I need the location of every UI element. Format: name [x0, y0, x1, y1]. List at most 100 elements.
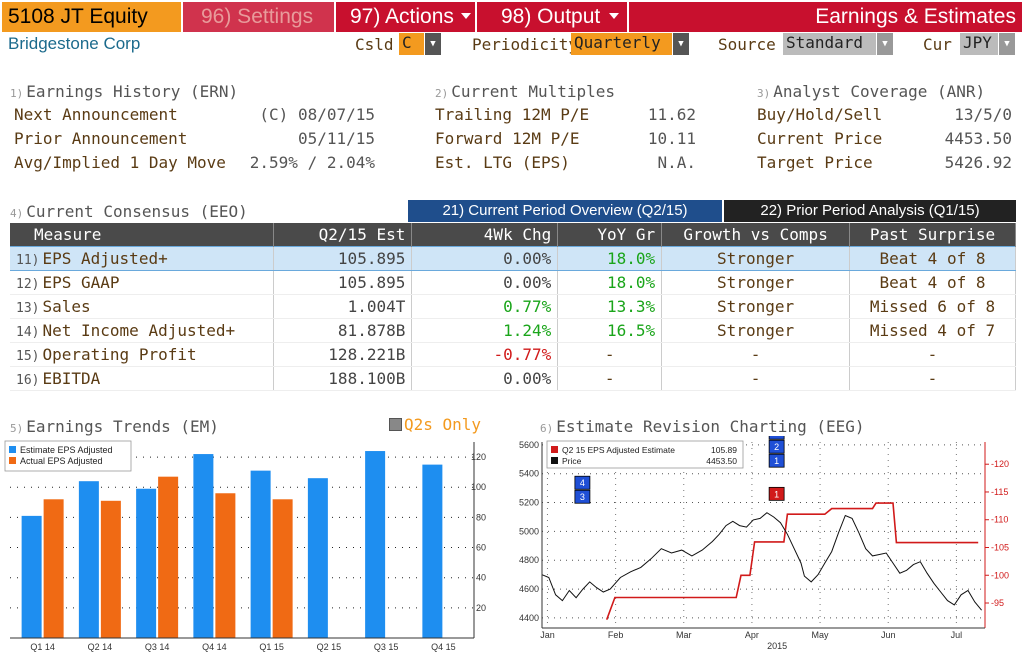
x-tick-label: Mar	[676, 630, 692, 640]
table-row[interactable]: 15) Operating Profit 128.221B -0.77% - - -	[10, 342, 1016, 367]
chg-cell: 0.77%	[411, 294, 559, 319]
actual-bar[interactable]	[158, 476, 179, 638]
table-row[interactable]: 16) EBITDA 188.100B 0.00% - - -	[10, 366, 1016, 391]
event-marker[interactable]	[574, 475, 591, 490]
estimate-bar[interactable]	[250, 470, 271, 638]
earnings-trends-chart: 20 40 60 80 100 120 Q1 14 Q2 14 Q3 14 Q4 14 Q1 15 Q…	[4, 440, 486, 652]
x-tick-label: Jan	[540, 630, 555, 640]
ticker-box[interactable]: 5108 JT Equity	[2, 2, 181, 32]
earnings-history-header[interactable]: 1) Earnings History (ERN)	[10, 82, 238, 101]
event-marker-label: 1	[774, 489, 779, 499]
y-tick-label: 100	[471, 482, 486, 492]
estimate-bar[interactable]	[78, 481, 99, 638]
event-marker[interactable]	[768, 486, 785, 501]
settings-menu[interactable]: 96) Settings	[183, 2, 334, 32]
estimate-bar[interactable]	[21, 515, 42, 638]
y-right-tick-label: -115	[991, 487, 1008, 497]
actual-bar[interactable]	[100, 500, 121, 638]
estimate-bar[interactable]	[422, 464, 443, 638]
y-tick-label: 60	[476, 543, 486, 553]
tab-prior-period[interactable]: 22) Prior Period Analysis (Q1/15)	[724, 200, 1016, 222]
event-marker-label: 3	[580, 492, 585, 502]
consensus-header[interactable]: 4) Current Consensus (EEO)	[10, 202, 248, 221]
section-title: Current Consensus (EEO)	[26, 202, 248, 221]
estimate-bar[interactable]	[365, 451, 386, 638]
y-right-tick-label: -120	[991, 459, 1009, 469]
section-title: Estimate Revision Charting (EEG)	[556, 417, 865, 436]
periodicity-dropdown[interactable]: Quarterly	[571, 33, 672, 55]
table-row[interactable]: 14) Net Income Adjusted+ 81.878B 1.24% 16.5%…	[10, 318, 1016, 343]
y-right-tick-label: -95	[991, 598, 1004, 608]
chevron-down-icon[interactable]: ▼	[999, 33, 1015, 55]
yoy-cell: 18.0%	[557, 270, 663, 295]
currency-dropdown[interactable]: JPY	[960, 33, 998, 55]
x-tick-label: Feb	[608, 630, 624, 640]
company-name: Bridgestone Corp	[8, 34, 141, 53]
y-tick-label: 40	[476, 573, 486, 583]
actual-bar[interactable]	[215, 493, 236, 638]
ticker-label: 5108 JT Equity	[8, 5, 148, 28]
table-row[interactable]: 12) EPS GAAP 105.895 0.00% 18.0% Stronger Beat…	[10, 270, 1016, 295]
yoy-cell: 13.3%	[557, 294, 663, 319]
column-header[interactable]: Measure	[10, 223, 275, 246]
measure-cell: 14) Net Income Adjusted+	[10, 318, 275, 343]
event-marker[interactable]	[768, 436, 785, 440]
chevron-down-icon[interactable]: ▼	[425, 33, 441, 55]
column-header[interactable]: 4Wk Chg	[411, 223, 559, 246]
analyst-coverage-value: 13/5/0	[954, 105, 1012, 124]
actual-bar[interactable]	[272, 499, 293, 638]
actions-menu[interactable]: 97) Actions	[336, 2, 475, 32]
source-dropdown[interactable]: Standard	[783, 33, 876, 55]
row-number: 11)	[16, 252, 40, 268]
yoy-cell: -	[557, 366, 663, 391]
event-marker[interactable]	[574, 489, 591, 504]
est-cell: 128.221B	[273, 342, 413, 367]
row-number: 14)	[16, 324, 40, 340]
analyst-coverage-value: 5426.92	[944, 153, 1012, 172]
analyst-coverage-header[interactable]: 3) Analyst Coverage (ANR)	[757, 82, 985, 101]
section-title: Analyst Coverage (ANR)	[773, 82, 986, 101]
x-tick-label: Q4 15	[431, 642, 456, 652]
surprise-cell: Missed 4 of 7	[849, 318, 1016, 343]
chevron-down-icon[interactable]: ▼	[877, 33, 893, 55]
earnings-trends-header[interactable]: 5) Earnings Trends (EM)	[10, 417, 219, 436]
section-title: Earnings History (ERN)	[26, 82, 239, 101]
section-number: 3)	[757, 87, 771, 100]
estimate-line[interactable]	[605, 502, 979, 620]
measure-cell: 13) Sales	[10, 294, 275, 319]
actual-bar[interactable]	[43, 499, 64, 638]
column-header[interactable]: YoY Gr	[557, 223, 663, 246]
price-line[interactable]	[541, 512, 982, 611]
table-row[interactable]: 11) EPS Adjusted+ 105.895 0.00% 18.0% Stronge…	[10, 245, 1016, 271]
output-label: 98) Output	[501, 5, 601, 28]
estimate-bar[interactable]	[193, 454, 214, 638]
csld-dropdown[interactable]: C	[399, 33, 424, 55]
estimate-bar[interactable]	[307, 478, 328, 638]
legend-entry: Estimate EPS Adjusted	[20, 445, 113, 455]
output-menu[interactable]: 98) Output	[477, 2, 627, 32]
column-header[interactable]: Growth vs Comps	[661, 223, 850, 246]
event-marker[interactable]	[768, 453, 785, 468]
event-marker[interactable]	[768, 439, 785, 454]
comps-cell: Stronger	[661, 318, 850, 343]
column-header[interactable]: Past Surprise	[849, 223, 1016, 246]
yoy-cell: 18.0%	[557, 245, 663, 271]
table-row[interactable]: 13) Sales 1.004T 0.77% 13.3% Stronger Missed 6…	[10, 294, 1016, 319]
est-cell: 105.895	[273, 245, 413, 271]
comps-cell: Stronger	[661, 245, 850, 271]
q2s-only-checkbox[interactable]	[389, 418, 402, 431]
earnings-history-value: 2.59% / 2.04%	[249, 153, 375, 172]
column-header[interactable]: Q2/15 Est	[273, 223, 413, 246]
chevron-down-icon[interactable]: ▼	[673, 33, 689, 55]
chevron-down-icon	[461, 13, 471, 19]
x-tick-label: Q3 15	[374, 642, 399, 652]
tab-current-period[interactable]: 21) Current Period Overview (Q2/15)	[408, 200, 722, 222]
q2s-only-label[interactable]: Q2s Only	[404, 415, 482, 434]
row-number: 12)	[16, 276, 40, 292]
currency-label: Cur	[923, 35, 952, 54]
estimate-revision-header[interactable]: 6) Estimate Revision Charting (EEG)	[540, 417, 865, 436]
measure-label: EPS Adjusted+	[42, 248, 168, 268]
measure-label: Sales	[42, 296, 91, 316]
estimate-bar[interactable]	[136, 488, 157, 638]
earnings-history-label: Prior Announcement	[14, 129, 188, 148]
